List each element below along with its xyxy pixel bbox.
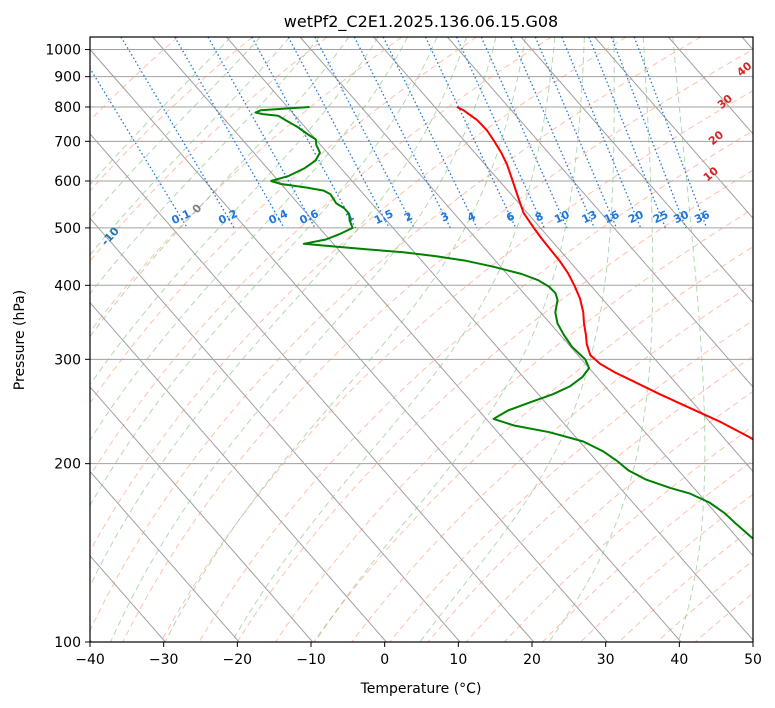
moist-adiabat [164,37,526,642]
y-tick-label: 400 [54,278,81,294]
y-axis-title: Pressure (hPa) [12,290,28,390]
y-tick-label: 500 [54,221,81,237]
moist-adiabat [90,37,320,295]
x-tick-label: −10 [296,652,326,668]
dewpoint-profile [254,106,753,540]
dry-adiabat [90,37,627,553]
moist-adiabat [314,37,585,642]
y-tick-label: 700 [54,134,81,150]
isotherm [446,37,753,388]
isotherm [152,37,682,642]
temperature-profile [456,106,753,441]
isotherm [520,37,753,304]
x-tick-label: −20 [223,652,253,668]
y-tick-label: 900 [54,70,81,86]
x-axis-title: Temperature (°C) [360,681,482,697]
mixing-ratio-line [174,37,285,229]
moist-adiabat [90,37,261,220]
mixing-ratio-line [382,37,478,229]
x-axis: −40 −30 −20 −10 0 10 20 30 40 50 [75,642,762,668]
isotherm [373,37,753,473]
y-tick-label: 200 [54,457,81,473]
dry-adiabat [465,390,753,642]
chart-title: wetPf2_C2E1.2025.136.06.15.G08 [284,12,558,32]
dry-adiabat [618,527,753,642]
isotherm [90,48,608,642]
mixing-ratio-line [480,37,568,229]
y-tick-label: 300 [54,352,81,368]
y-axis: 100 200 300 400 500 600 700 800 900 1000 [45,43,90,651]
moist-adiabat [90,37,438,507]
x-tick-label: 10 [449,652,467,668]
dry-adiabat [90,37,552,477]
x-tick-label: 40 [670,652,688,668]
pressure-gridlines [90,49,753,642]
isotherm [90,301,387,642]
moist-adiabat [419,37,615,642]
y-tick-label: 1000 [45,43,81,59]
mixing-ratio-label: 30 [672,208,692,226]
mixing-ratio-line [510,37,595,229]
dry-adiabat [313,246,753,642]
x-tick-label: −30 [149,652,179,668]
mixing-ratio-label: 36 [692,208,712,226]
dry-adiabat [122,49,753,642]
mixing-ratio-line [455,37,545,229]
isotherm [90,133,535,642]
mixing-ratio-label: 25 [651,208,670,226]
moist-adiabat [548,37,654,642]
moist-adiabat [90,37,291,256]
dry-adiabat [90,37,403,333]
isotherms [90,37,753,642]
moist-adiabat [90,37,379,386]
isotherm [90,470,240,642]
moist-adiabat [672,37,706,642]
mixing-ratio-label: 13 [580,208,599,226]
mixing-ratio-line [207,37,316,229]
plot-area: 0.10.20.40.611.52346810131620253036-100-… [90,37,754,642]
mixing-ratio-label: 16 [602,208,622,226]
x-tick-label: 20 [523,652,541,668]
y-tick-label: 100 [54,635,81,651]
y-tick-label: 800 [54,100,81,116]
mixing-ratio-line [534,37,618,229]
dry-adiabat [90,37,702,632]
mixing-ratio-label: 10 [552,208,572,226]
isotherm [594,37,753,220]
dry-adiabat [236,169,753,642]
x-tick-label: 50 [744,652,762,668]
x-tick-label: 30 [597,652,615,668]
dry-adiabat [160,90,753,642]
profile-series [254,106,753,540]
dry-adiabat [351,283,753,642]
mixing-ratio-line [120,37,235,229]
isotherm [90,217,461,642]
x-tick-label: −40 [75,652,105,668]
moist-adiabat [90,37,467,588]
isotherm [90,386,314,642]
x-tick-label: 0 [380,652,389,668]
dry-adiabat [427,355,753,642]
isotherm [299,37,753,557]
plot-frame [89,36,754,643]
moist-adiabat [231,37,556,642]
y-tick-label: 600 [54,174,81,190]
mixing-ratio-label: 20 [626,208,646,226]
moist-adiabat-label: 40 [734,59,754,79]
dry-adiabat [90,37,253,192]
mixing-ratio-line [561,37,642,229]
